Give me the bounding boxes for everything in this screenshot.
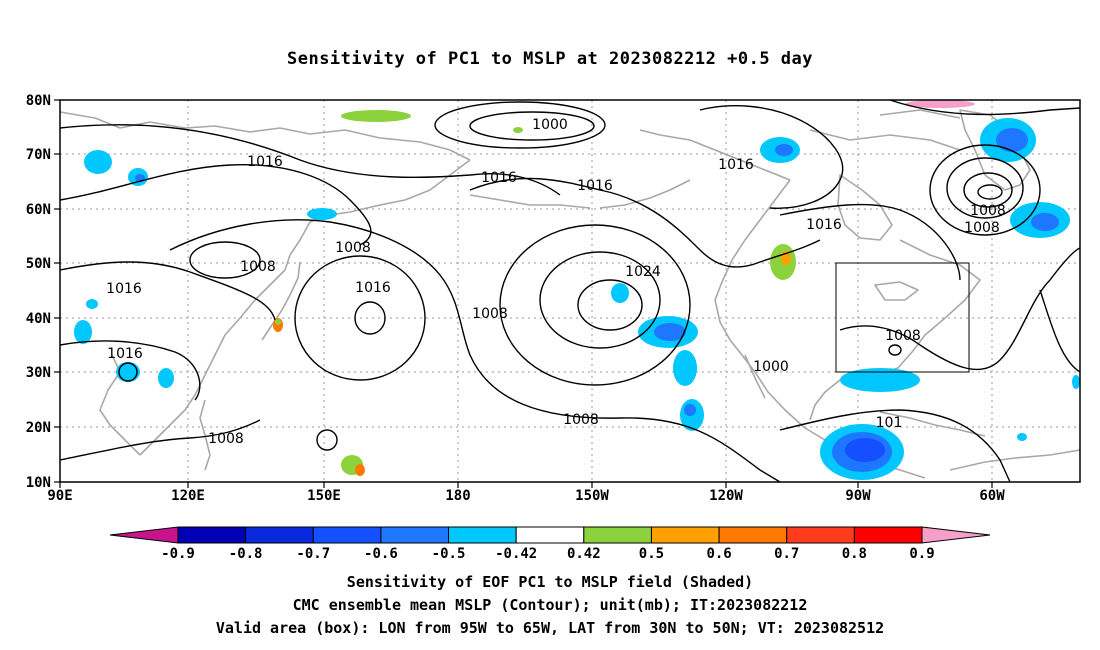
colorbar-tick-label: 0.42 [567, 546, 601, 562]
colorbar-tick-label: 0.8 [842, 546, 867, 562]
contour-label: 1000 [753, 359, 789, 375]
colorbar: -0.9 -0.8 -0.7 -0.6 -0.5 -0.42 0.42 0.5 0.6 0.7 0.… [109, 526, 991, 562]
colorbar-tick-label: 0.9 [909, 546, 934, 562]
latitude-labels: 80N 70N 60N 50N 40N 30N 20N 10N [26, 93, 51, 491]
lon-label: 60W [979, 488, 1005, 504]
mslp-contours [59, 99, 1081, 483]
contour-label: 1016 [355, 280, 391, 296]
lon-label: 120W [709, 488, 743, 504]
contour-label: 1008 [240, 259, 276, 275]
colorbar-tick-labels: -0.9 -0.8 -0.7 -0.6 -0.5 -0.42 0.42 0.5 0.6 0.7 0.… [161, 546, 935, 562]
map-title: Sensitivity of PC1 to MSLP at 2023082212… [286, 49, 813, 69]
contour-label: 1008 [964, 220, 1000, 236]
contour-label: 1008 [885, 328, 921, 344]
caption-valid-area: Valid area (box): LON from 95W to 65W, L… [215, 619, 885, 637]
lon-label: 90W [845, 488, 871, 504]
contour-label: 101 [876, 415, 903, 431]
map-border [59, 99, 1081, 483]
colorbar-low-extension [109, 526, 179, 544]
longitude-labels: 90E 120E 150E 180 150W 120W 90W 60W [47, 488, 1005, 504]
lon-label: 150W [575, 488, 609, 504]
contour-labels: 1000 1016 1016 1016 1008 1008 1016 1016 … [106, 117, 1006, 447]
colorbar-box [786, 526, 855, 544]
lat-label: 50N [26, 256, 51, 272]
contour-label: 1000 [532, 117, 568, 133]
colorbar-box [245, 526, 314, 544]
contour-label: 1016 [806, 217, 842, 233]
contour-label: 1008 [472, 306, 508, 322]
colorbar-tick-label: -0.5 [432, 546, 466, 562]
colorbar-box [312, 526, 382, 544]
colorbar-tick-label: -0.8 [229, 546, 263, 562]
lat-label: 40N [26, 311, 51, 327]
map-area: 1000 1016 1016 1016 1008 1008 1016 1016 … [26, 93, 1081, 504]
lat-label: 60N [26, 202, 51, 218]
colorbar-tick-label: 0.7 [774, 546, 799, 562]
lon-label: 180 [445, 488, 470, 504]
lat-label: 80N [26, 93, 51, 109]
contour-label: 1008 [970, 203, 1006, 219]
colorbar-boxes [177, 526, 923, 544]
contour-label: 1016 [247, 154, 283, 170]
lon-label: 150E [307, 488, 341, 504]
lat-label: 30N [26, 365, 51, 381]
contour-label: 1008 [208, 431, 244, 447]
contour-label: 1016 [107, 346, 143, 362]
caption-contour: CMC ensemble mean MSLP (Contour); unit(m… [292, 596, 808, 614]
lat-label: 20N [26, 420, 51, 436]
colorbar-tick-label: 0.5 [639, 546, 664, 562]
contour-label: 1008 [335, 240, 371, 256]
lat-label: 10N [26, 475, 51, 491]
valid-area-box [835, 262, 970, 373]
colorbar-tick-label: -0.9 [161, 546, 195, 562]
contour-label: 1016 [481, 170, 517, 186]
colorbar-box [718, 526, 788, 544]
colorbar-box [853, 526, 923, 544]
lon-label: 120E [171, 488, 205, 504]
lon-label: 90E [47, 488, 72, 504]
contour-label: 1016 [718, 157, 754, 173]
colorbar-high-extension [921, 526, 991, 544]
colorbar-box [515, 526, 585, 544]
colorbar-box [448, 526, 517, 544]
colorbar-tick-label: 0.6 [706, 546, 731, 562]
contour-label: 1016 [577, 178, 613, 194]
contour-label: 1024 [625, 264, 661, 280]
colorbar-box [380, 526, 450, 544]
colorbar-tick-label: -0.7 [296, 546, 330, 562]
contour-label: 1016 [106, 281, 142, 297]
axis-ticks [54, 99, 993, 488]
colorbar-tick-label: -0.42 [495, 546, 537, 562]
lat-label: 70N [26, 147, 51, 163]
contour-label: 1008 [563, 412, 599, 428]
colorbar-tick-label: -0.6 [364, 546, 398, 562]
colorbar-box [650, 526, 720, 544]
sensitivity-shading [74, 100, 1080, 480]
colorbar-box [583, 526, 652, 544]
colorbar-box [177, 526, 247, 544]
caption-shading: Sensitivity of EOF PC1 to MSLP field (Sh… [346, 573, 754, 591]
